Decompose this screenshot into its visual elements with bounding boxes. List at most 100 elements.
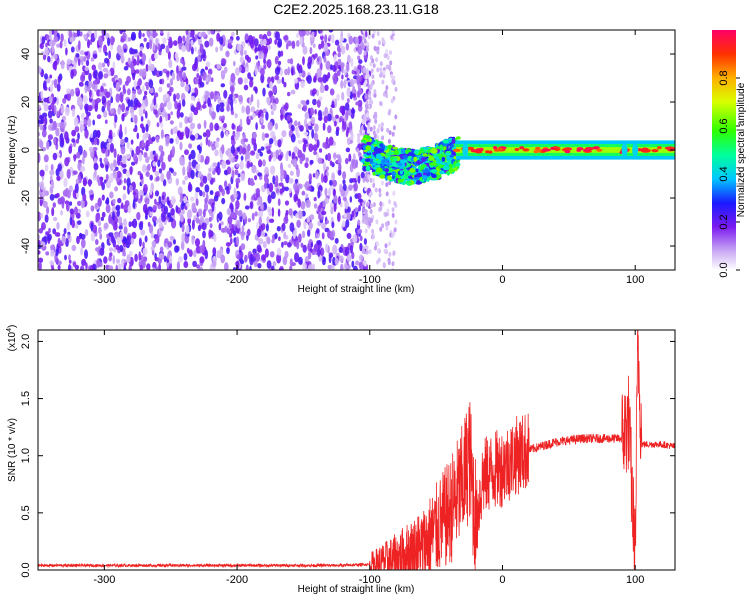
heatmap-cell xyxy=(187,217,192,225)
heatmap-cell xyxy=(255,152,260,160)
heatmap-cell xyxy=(435,156,440,162)
heatmap-cell xyxy=(141,126,146,134)
heatmap-cell xyxy=(205,192,209,203)
heatmap-cell xyxy=(308,143,314,152)
heatmap-cell xyxy=(288,150,292,157)
heatmap-cell xyxy=(235,236,240,246)
heatmap-cell xyxy=(83,33,87,40)
heatmap-cell xyxy=(262,108,267,113)
heatmap-cell xyxy=(368,221,372,227)
heatmap-cell xyxy=(372,234,375,240)
heatmap-cell xyxy=(98,47,102,53)
heatmap-cell xyxy=(140,115,144,122)
heatmap-cell xyxy=(357,198,363,203)
heatmap-cell xyxy=(199,244,205,254)
heatmap-cell xyxy=(292,229,296,240)
heatmap-cell xyxy=(177,256,183,263)
heatmap-cell xyxy=(140,178,144,185)
heatmap-cell xyxy=(249,80,254,88)
heatmap-cell xyxy=(100,86,104,93)
heatmap-cell xyxy=(205,91,211,97)
heatmap-cell xyxy=(218,223,222,231)
heatmap-cell xyxy=(219,107,225,113)
heatmap-cell xyxy=(380,126,384,132)
heatmap-cell xyxy=(143,183,148,194)
heatmap-cell xyxy=(99,91,105,97)
heatmap-cell xyxy=(384,168,389,173)
heatmap-cell xyxy=(379,101,383,106)
heatmap-cell xyxy=(300,80,306,88)
heatmap-cell xyxy=(88,189,94,196)
heatmap-cell xyxy=(244,254,248,263)
heatmap-cell xyxy=(399,170,403,175)
heatmap-cell xyxy=(38,104,41,110)
heatmap-cell xyxy=(220,70,226,76)
heatmap-cell xyxy=(350,245,353,254)
heatmap-cell xyxy=(162,94,167,104)
heatmap-cell xyxy=(236,254,241,260)
heatmap-cell xyxy=(49,74,53,79)
heatmap-cell xyxy=(94,169,97,178)
heatmap-cell xyxy=(382,70,386,75)
heatmap-cell xyxy=(42,112,48,118)
heatmap-cell xyxy=(110,108,114,114)
heatmap-cell xyxy=(100,176,103,187)
heatmap-cell xyxy=(84,129,89,139)
heatmap-cell xyxy=(99,157,102,163)
heatmap-cell xyxy=(333,54,337,63)
heatmap-cell xyxy=(84,84,88,94)
heatmap-cell xyxy=(175,178,179,186)
heatmap-cell xyxy=(160,172,165,183)
heatmap-cell xyxy=(56,222,60,230)
heatmap-cell xyxy=(158,168,163,174)
heatmap-cell xyxy=(348,153,352,162)
heatmap-cell xyxy=(370,81,374,87)
heatmap-cell xyxy=(108,50,111,60)
heatmap-cell xyxy=(118,225,123,230)
heatmap-cell xyxy=(194,46,197,52)
heatmap-cell xyxy=(88,178,92,187)
heatmap-cell xyxy=(324,42,328,52)
heatmap-cell xyxy=(257,172,262,177)
heatmap-cell xyxy=(294,78,299,84)
heatmap-cell xyxy=(378,187,382,193)
heatmap-cell xyxy=(368,93,372,99)
heatmap-cell xyxy=(347,206,351,213)
heatmap-cell xyxy=(117,216,123,224)
heatmap-cell xyxy=(367,122,371,130)
heatmap-cell xyxy=(270,165,276,175)
heatmap-cell xyxy=(350,57,354,67)
heatmap-cell xyxy=(124,136,129,143)
heatmap-xlabel: Height of straight line (km) xyxy=(298,284,415,295)
heatmap-cell xyxy=(297,103,302,110)
heatmap-cell xyxy=(366,202,369,208)
heatmap-cell xyxy=(364,79,368,85)
heatmap-cell xyxy=(47,134,54,141)
heatmap-cell xyxy=(366,112,370,118)
heatmap-cell xyxy=(221,115,225,121)
heatmap-cell xyxy=(158,86,163,93)
heatmap-cell xyxy=(131,161,136,166)
heatmap-cell xyxy=(231,123,235,130)
heatmap-cell xyxy=(160,150,165,157)
heatmap-cell xyxy=(65,47,68,56)
heatmap-cell xyxy=(90,133,93,139)
heatmap-cell xyxy=(71,108,76,118)
heatmap-cell xyxy=(333,202,337,213)
heatmap-cell xyxy=(361,218,365,223)
heatmap-cell xyxy=(332,179,337,187)
heatmap-cell xyxy=(95,212,101,222)
heatmap-cell xyxy=(275,175,279,184)
heatmap-cell xyxy=(97,220,102,227)
heatmap-cell xyxy=(327,125,332,134)
heatmap-cell xyxy=(120,202,124,210)
heatmap-cell xyxy=(221,160,227,169)
heatmap-cell xyxy=(331,33,335,44)
heatmap-cell xyxy=(369,209,373,214)
heatmap-cell xyxy=(394,149,399,156)
heatmap-cell xyxy=(175,92,180,100)
heatmap-cell xyxy=(302,143,307,153)
heatmap-cell xyxy=(108,255,112,262)
heatmap-cell xyxy=(266,30,272,37)
heatmap-cell xyxy=(376,134,380,140)
